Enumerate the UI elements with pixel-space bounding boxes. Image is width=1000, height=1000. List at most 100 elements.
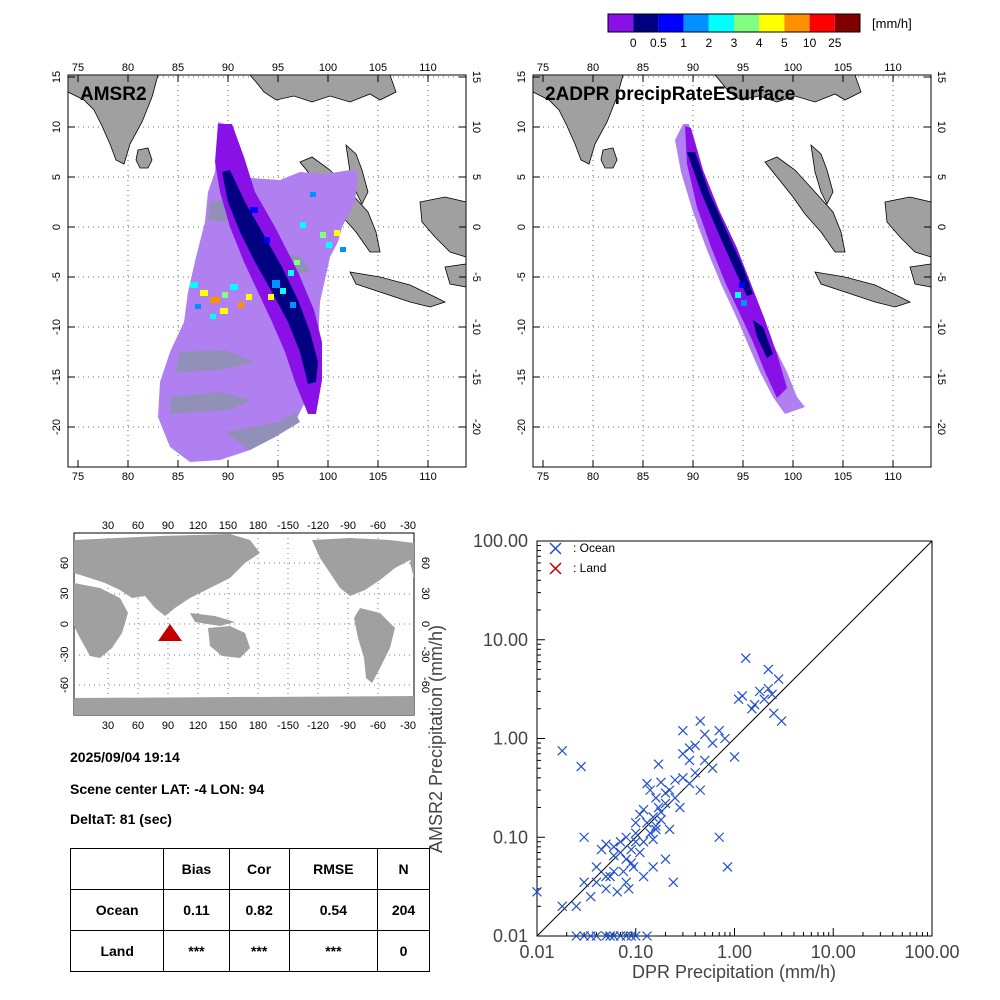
data-point	[714, 725, 725, 736]
data-point-stroke	[601, 871, 611, 882]
data-point-stroke	[664, 824, 675, 835]
data-point-stroke	[621, 832, 632, 843]
stats-rmse: 0.54	[288, 889, 379, 931]
data-point-stroke	[626, 844, 637, 855]
data-point	[630, 931, 641, 941]
data-point	[695, 785, 706, 796]
data-point-stroke	[773, 674, 784, 684]
stats-header-bias: Bias	[163, 848, 230, 890]
y-tick-label: 1.00	[493, 729, 528, 749]
data-point-stroke	[768, 708, 779, 719]
lon-tick-label: 85	[637, 471, 649, 483]
lon-tick-label: -60	[370, 720, 386, 732]
data-point-stroke	[645, 828, 656, 839]
data-point-stroke	[571, 901, 582, 912]
lon-tick-label: 60	[132, 520, 144, 532]
data-point-stroke	[591, 862, 602, 872]
lat-tick-label: -20	[516, 419, 528, 435]
data-point-stroke	[605, 871, 616, 882]
lat-tick-label: -15	[516, 369, 528, 385]
data-point-stroke	[579, 832, 590, 843]
lat-tick-label: -60	[419, 677, 431, 693]
stats-n: 204	[377, 889, 430, 931]
lat-tick-label: -30	[59, 647, 71, 663]
data-point	[699, 729, 710, 740]
data-point-stroke	[638, 871, 649, 882]
lon-tick-label: 120	[189, 520, 207, 532]
data-point-stroke	[776, 716, 787, 727]
legend-ocean-marker	[549, 542, 562, 555]
data-point-stroke	[623, 883, 634, 894]
lat-tick-label: 30	[419, 587, 431, 599]
lon-tick-label: 100	[784, 62, 802, 74]
colorbar-swatch	[784, 14, 810, 32]
data-point-stroke	[642, 778, 652, 789]
data-point	[767, 689, 777, 700]
lat-tick-label: -5	[935, 272, 947, 282]
lat-tick-label: 15	[516, 71, 528, 83]
data-point-stroke	[648, 812, 659, 823]
lat-tick-label: 15	[935, 71, 947, 83]
data-point-stroke	[714, 832, 725, 843]
legend-land-label: : Land	[573, 561, 606, 575]
data-point	[674, 802, 685, 813]
stats-row-land: Land *** *** *** 0	[69, 930, 430, 972]
data-point	[591, 862, 602, 872]
colorbar-tick-label: 0.5	[650, 36, 667, 50]
data-point-stroke	[621, 931, 632, 941]
data-point	[660, 854, 671, 865]
stats-row-ocean: Ocean 0.11 0.82 0.54 204	[69, 889, 430, 931]
data-point-stroke	[699, 729, 710, 740]
data-point-stroke	[608, 850, 619, 861]
data-point-stroke	[677, 772, 688, 783]
data-point-stroke	[707, 738, 718, 748]
lon-tick-label: -30	[400, 520, 416, 532]
lon-tick-label: 85	[172, 62, 184, 74]
dpr-map: 7575808085859090959510010010510511011015…	[516, 62, 947, 483]
data-point-stroke	[557, 901, 568, 912]
data-point	[532, 886, 542, 897]
stats-table: Bias Cor RMSE N Ocean 0.11 0.82 0.54 204…	[69, 848, 430, 972]
data-point-stroke	[591, 877, 602, 888]
lat-tick-label: -20	[470, 419, 482, 435]
data-point-stroke	[608, 866, 619, 877]
data-point	[722, 862, 733, 872]
data-point	[630, 836, 641, 847]
scatter-plot: 0.01 0.10 1.00 10.00 100.00 0.01 0.10 1.00 10.00…	[426, 531, 960, 982]
stats-cor: ***	[228, 930, 290, 972]
legend: : Ocean : Land	[549, 541, 615, 575]
data-point	[729, 752, 740, 762]
data-point	[601, 931, 611, 941]
data-point-stroke	[630, 828, 641, 839]
data-point-stroke	[638, 804, 649, 815]
lon-tick-label: 30	[102, 720, 114, 732]
data-point-stroke	[684, 778, 695, 789]
lat-tick-label: 0	[59, 621, 71, 627]
dpr-title: 2ADPR precipRateESurface	[545, 84, 795, 105]
data-point-stroke	[638, 836, 649, 847]
data-point	[653, 759, 664, 770]
colorbar-swatch	[759, 14, 785, 32]
stats-bias: ***	[163, 930, 230, 972]
lon-tick-label: 80	[587, 62, 599, 74]
lat-tick-label: 0	[419, 621, 431, 627]
data-point	[621, 854, 632, 865]
data-point-stroke	[557, 745, 568, 756]
data-point	[591, 877, 602, 888]
lat-tick-label: 0	[470, 224, 482, 230]
x-axis-label: DPR Precipitation (mm/h)	[632, 962, 836, 982]
data-point	[773, 674, 784, 684]
data-point	[605, 931, 616, 941]
data-point-stroke	[608, 841, 619, 852]
lon-tick-label: 95	[737, 62, 749, 74]
data-point	[660, 788, 671, 799]
lon-tick-label: 95	[272, 62, 284, 74]
lat-tick-label: 15	[51, 71, 63, 83]
lat-tick-label: 0	[51, 224, 63, 230]
x-tick-label: 0.01	[519, 942, 554, 962]
x-tick-label: 100.00	[904, 942, 959, 962]
data-point	[737, 690, 748, 701]
y-tick-label: 10.00	[483, 630, 528, 650]
lon-tick-label: -150	[277, 520, 299, 532]
data-point-stroke	[576, 761, 587, 772]
